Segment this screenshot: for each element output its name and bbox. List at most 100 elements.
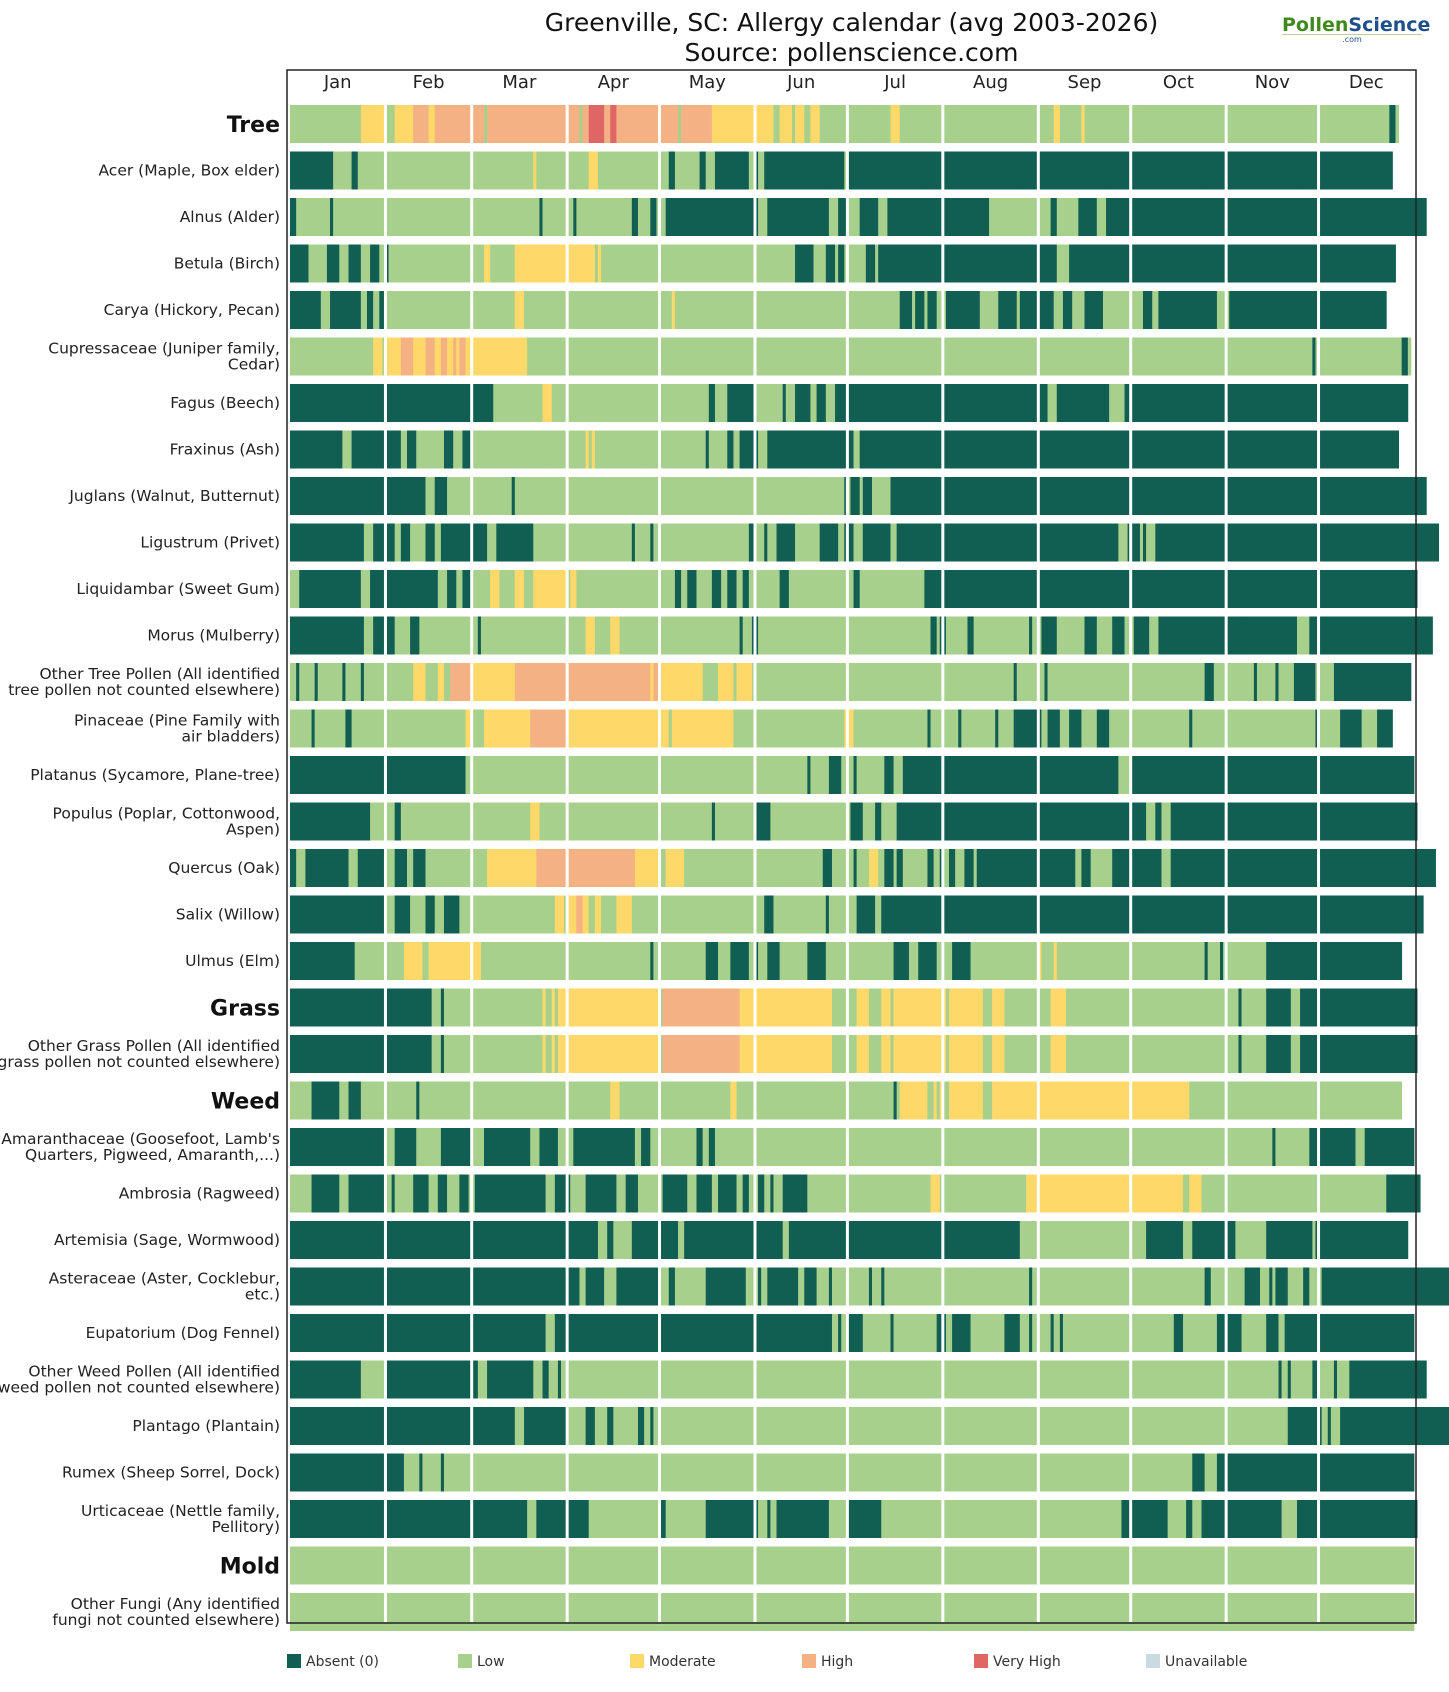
heatmap-cell — [637, 198, 651, 236]
heatmap-cell — [1343, 523, 1440, 562]
heatmap-cell — [1300, 988, 1323, 1027]
heatmap-cell — [514, 663, 568, 701]
heatmap-cell — [631, 895, 682, 934]
heatmap-cell — [659, 384, 710, 422]
heatmap-cell — [1167, 1500, 1187, 1538]
heatmap-cell — [776, 1500, 830, 1538]
heatmap-cell — [1109, 151, 1205, 190]
heatmap-cell — [314, 663, 319, 701]
heatmap-cell — [576, 570, 636, 608]
heatmap-cell — [290, 756, 386, 794]
heatmap-cell — [810, 384, 817, 422]
heatmap-cell — [1290, 1035, 1301, 1073]
heatmap-cell — [767, 1267, 787, 1306]
heatmap-cell — [659, 1081, 731, 1120]
heatmap-cell — [634, 849, 660, 887]
heatmap-cell — [1133, 802, 1147, 841]
heatmap-cell — [1084, 291, 1104, 329]
heatmap-cell — [921, 709, 928, 748]
heatmap-cell — [945, 1128, 1042, 1166]
heatmap-cell — [1340, 709, 1363, 748]
heatmap-cell — [557, 1360, 562, 1399]
heatmap-cell — [945, 291, 981, 329]
heatmap-cell — [1312, 1221, 1316, 1259]
heatmap-cell — [831, 1035, 845, 1073]
heatmap-cell — [921, 151, 1018, 190]
heatmap-cell — [333, 151, 352, 190]
row-label: Other Tree Pollen (All identified tree po… — [8, 665, 280, 699]
heatmap-row-cupressaceae-juniper-family-cedar — [290, 337, 1412, 376]
heatmap-cell — [1226, 1453, 1319, 1492]
heatmap-cell — [721, 570, 728, 608]
heatmap-cell — [828, 570, 854, 608]
heatmap-cell — [471, 1267, 568, 1306]
heatmap-cell — [308, 244, 328, 283]
heatmap-cell — [1044, 105, 1055, 143]
heatmap-cell — [653, 337, 750, 376]
heatmap-cell — [545, 1035, 553, 1073]
heatmap-cell — [594, 1407, 608, 1445]
heatmap-cell — [410, 523, 426, 562]
heatmap-cell — [385, 244, 389, 283]
row-label: Artemisia (Sage, Wormwood) — [54, 1231, 280, 1249]
month-separator — [1224, 71, 1228, 1622]
heatmap-cell — [1361, 709, 1378, 748]
heatmap-cell — [727, 570, 737, 608]
heatmap-cell — [853, 709, 922, 748]
heatmap-cell — [477, 1360, 488, 1399]
heatmap-cell — [373, 616, 386, 655]
heatmap-cell — [770, 1500, 777, 1538]
heatmap-cell — [1130, 1546, 1227, 1585]
heatmap-cell — [370, 802, 386, 841]
heatmap-cell — [831, 1267, 870, 1306]
heatmap-cell — [755, 523, 765, 562]
month-separator — [658, 71, 662, 1622]
heatmap-cell — [351, 709, 386, 748]
heatmap-cell — [838, 523, 845, 562]
heatmap-cell — [659, 663, 704, 701]
heatmap-cell — [714, 802, 756, 841]
heatmap-cell — [1192, 1221, 1224, 1259]
heatmap-cell — [360, 663, 365, 701]
heatmap-cell — [825, 942, 858, 980]
heatmap-cell — [487, 105, 580, 143]
heatmap-cell — [970, 1314, 1005, 1352]
heatmap-cell — [844, 244, 867, 283]
heatmap-cell — [1321, 1407, 1329, 1445]
heatmap-cell — [357, 151, 386, 190]
heatmap-cell — [755, 1407, 851, 1445]
heatmap-cell — [795, 244, 814, 283]
legend-label: High — [821, 1654, 853, 1670]
heatmap-cell — [576, 523, 633, 562]
heatmap-cell — [893, 988, 947, 1027]
heatmap-cell — [705, 151, 716, 190]
heatmap-cell — [570, 1174, 587, 1213]
row-label: Cupressaceae (Juniper family, Cedar) — [48, 340, 280, 374]
heatmap-cell — [659, 616, 740, 655]
heatmap-cell — [370, 570, 386, 608]
pollenscience-logo[interactable]: PollenScience .com — [1282, 14, 1430, 44]
plot-frame — [286, 69, 1417, 1624]
heatmap-cell — [385, 477, 426, 515]
heatmap-cell — [730, 942, 750, 980]
heatmap-cell — [662, 942, 707, 980]
heatmap-cell — [1269, 1267, 1273, 1306]
heatmap-cell — [945, 1314, 953, 1352]
legend-swatch — [287, 1654, 301, 1668]
heatmap-cell — [893, 756, 904, 794]
heatmap-cell — [385, 1035, 433, 1073]
heatmap-cell — [1146, 802, 1156, 841]
heatmap-cell — [942, 1453, 1039, 1492]
heatmap-cell — [360, 244, 371, 283]
heatmap-cell — [585, 430, 590, 469]
heatmap-cell — [992, 1035, 1005, 1073]
heatmap-cell — [594, 244, 599, 283]
heatmap-cell — [659, 756, 756, 794]
heatmap-cell — [733, 430, 740, 469]
logo-wordmark: PollenScience — [1282, 14, 1430, 36]
heatmap-cell — [1041, 709, 1048, 748]
heatmap-cell — [853, 849, 858, 887]
heatmap-cell — [1216, 291, 1230, 329]
heatmap-cell — [1152, 849, 1162, 887]
heatmap-cell — [862, 802, 876, 841]
